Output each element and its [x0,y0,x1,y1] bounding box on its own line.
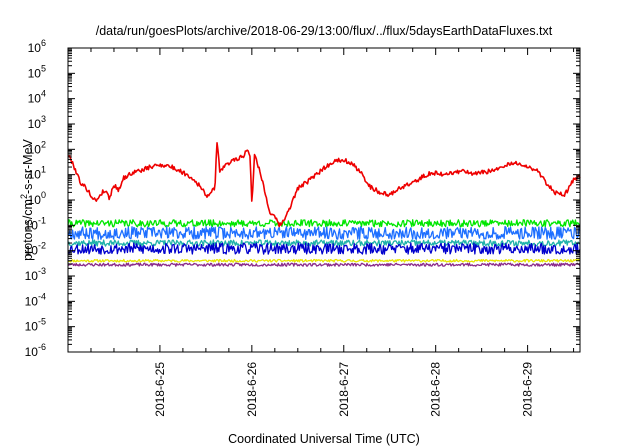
plot-frame [67,47,581,353]
series-line [67,219,581,228]
y-tick-label: 10-2 [25,241,46,258]
y-tick-label: 101 [28,165,46,182]
y-tick-label: 106 [28,38,46,55]
y-axis-title-sup: 2 [19,194,29,199]
y-tick-label: 100 [28,190,46,207]
chart-title: /data/run/goesPlots/archive/2018-06-29/1… [96,24,553,38]
x-tick-label: 2018-6-26 [245,362,259,417]
y-tick-label: 105 [28,63,46,80]
x-tick-label: 2018-6-28 [429,362,443,417]
series-line [67,225,581,240]
y-tick-label: 103 [28,114,46,131]
y-axis-title-main: protons/cm [21,199,35,261]
y-axis-title-rest: -s-sr-MeV [21,138,35,194]
y-tick-label: 10-6 [25,342,46,359]
y-tick-label: 10-4 [25,291,46,308]
x-axis: 2018-6-25 2018-6-26 2018-6-27 2018-6-28 2018… [67,48,575,417]
series-line [67,242,581,255]
series-line [67,142,581,228]
y-tick-label: 104 [28,89,46,106]
x-tick-label: 2018-6-27 [337,362,351,417]
x-tick-label: 2018-6-29 [521,362,535,417]
y-axis-title: protons/cm2-s-sr-MeV [19,138,35,260]
series-layer [67,142,581,267]
x-tick-label: 2018-6-25 [153,362,167,417]
series-line [67,262,581,267]
y-tick-label: 102 [28,139,46,156]
y-axis: 106 105 104 103 102 101 100 10-1 10-2 10-3 10-4 10-… [25,38,580,359]
y-tick-label: 10-5 [25,317,46,334]
y-tick-label: 10-1 [25,215,46,232]
y-tick-label: 10-3 [25,266,46,283]
x-axis-title: Coordinated Universal Time (UTC) [228,432,420,446]
series-line [67,258,581,263]
